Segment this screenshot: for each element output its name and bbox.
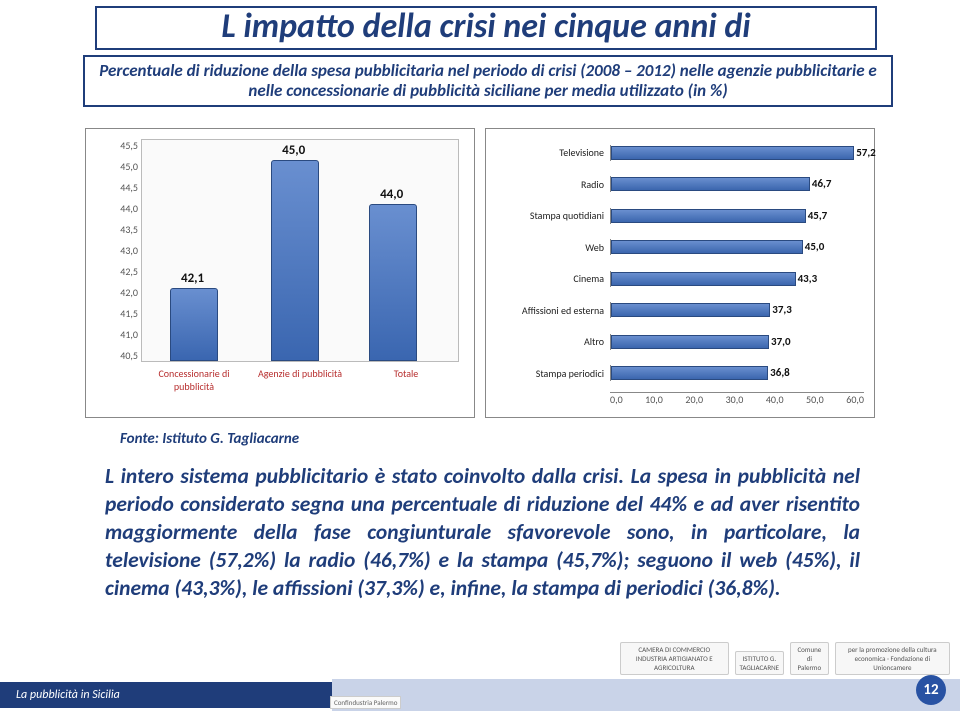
hbar-row: Radio 46,7 xyxy=(486,173,864,195)
hbar-fill xyxy=(611,303,770,317)
hbar-value-label: 36,8 xyxy=(770,365,790,381)
hbar-cat-label: Stampa periodici xyxy=(486,367,610,380)
hbar-cat-label: Stampa quotidiani xyxy=(486,209,610,222)
bar xyxy=(271,160,319,361)
logo-unioncamere: per la promozione della cultura economic… xyxy=(835,642,950,675)
bar xyxy=(170,288,218,361)
bar-cat: Totale xyxy=(353,365,459,413)
bar xyxy=(369,204,417,361)
hbar-row: Televisione57,2 xyxy=(486,142,864,164)
charts-area: 45,5 45,0 44,5 44,0 43,5 43,0 42,5 42,0 … xyxy=(85,128,875,418)
hbar-chart: Televisione57,2Radio46,7Stampa quotidian… xyxy=(485,128,875,418)
hbar-track: 46,7 xyxy=(610,176,864,192)
hbar-cat-label: Cinema xyxy=(486,272,610,285)
slide-subtitle: Percentuale di riduzione della spesa pub… xyxy=(91,61,885,101)
hbar-fill xyxy=(611,335,769,349)
hbar-row: Cinema 43,3 xyxy=(486,268,864,290)
hbar-cat-label: Radio xyxy=(486,178,610,191)
hbar-track: 37,3 xyxy=(610,302,864,318)
hbar-fill xyxy=(611,146,854,160)
hbar-fill xyxy=(611,272,796,286)
footer-bar: La pubblicità in Sicilia xyxy=(0,679,960,711)
footer-band xyxy=(332,679,960,711)
hbar-row: Stampa quotidiani 45,7 xyxy=(486,205,864,227)
hbar-cat-label: Altro xyxy=(486,335,610,348)
footer-label: La pubblicità in Sicilia xyxy=(0,682,332,708)
bar-value-label: 42,1 xyxy=(158,271,228,286)
hbar-row: Altro 37,0 xyxy=(486,331,864,353)
subtitle-box: Percentuale di riduzione della spesa pub… xyxy=(83,55,893,107)
bar-cat: Agenzie di pubblicità xyxy=(247,365,353,413)
bar-value-label: 45,0 xyxy=(259,143,329,158)
footer-logos: CAMERA DI COMMERCIO INDUSTRIA ARTIGIANAT… xyxy=(620,615,960,679)
logo-comune-palermo: Comune di Palermo xyxy=(790,642,829,675)
logo-tagliacarne: ISTITUTO G. TAGLIACARNE xyxy=(735,651,785,675)
hbar-fill xyxy=(611,240,803,254)
bar-chart-plot: 42,1 45,0 44,0 xyxy=(141,139,459,362)
logo-camera-commercio: CAMERA DI COMMERCIO INDUSTRIA ARTIGIANAT… xyxy=(620,642,729,675)
hbar-track: 45,0 xyxy=(610,239,864,255)
body-paragraph: L intero sistema pubblicitario è stato c… xyxy=(105,462,860,602)
hbar-track: 36,8 xyxy=(610,365,864,381)
hbar-value-label: 45,0 xyxy=(805,239,825,255)
hbar-row: Web 45,0 xyxy=(486,236,864,258)
hbar-value-label: 45,7 xyxy=(808,208,828,224)
source-label: Fonte: Istituto G. Tagliacarne xyxy=(120,430,299,448)
slide-title: L impatto della crisi nei cinque anni di xyxy=(101,8,871,46)
hbar-track: 43,3 xyxy=(610,271,864,287)
logo-confindustria: Confindustria Palermo xyxy=(330,696,401,709)
bar-chart: 45,5 45,0 44,5 44,0 43,5 43,0 42,5 42,0 … xyxy=(85,128,475,418)
hbar-value-label: 43,3 xyxy=(798,271,818,287)
hbar-value-label: 37,0 xyxy=(771,334,791,350)
hbar-track: 37,0 xyxy=(610,334,864,350)
hbar-xaxis: 0,0 10,0 20,0 30,0 40,0 50,0 60,0 xyxy=(610,392,864,411)
hbar-cat-label: Affissioni ed esterna xyxy=(486,304,610,317)
hbar-track: 45,7 xyxy=(610,208,864,224)
bar-chart-yaxis: 45,5 45,0 44,5 44,0 43,5 43,0 42,5 42,0 … xyxy=(94,139,138,362)
hbar-value-label: 57,2 xyxy=(856,145,876,161)
bar-chart-categories: Concessionarie di pubblicità Agenzie di … xyxy=(141,365,459,413)
hbar-value-label: 37,3 xyxy=(772,302,792,318)
hbar-cat-label: Televisione xyxy=(486,146,610,159)
slide: { "title": "L impatto della crisi nei ci… xyxy=(0,0,960,711)
page-number: 12 xyxy=(916,675,946,705)
hbar-value-label: 46,7 xyxy=(812,176,832,192)
hbar-fill xyxy=(611,366,768,380)
title-box: L impatto della crisi nei cinque anni di xyxy=(95,6,877,50)
hbar-fill xyxy=(611,209,806,223)
hbar-cat-label: Web xyxy=(486,241,610,254)
bar-cat: Concessionarie di pubblicità xyxy=(141,365,247,413)
hbar-row: Stampa periodici 36,8 xyxy=(486,362,864,384)
hbar-row: Affissioni ed esterna 37,3 xyxy=(486,299,864,321)
hbar-track: 57,2 xyxy=(610,145,864,161)
bar-value-label: 44,0 xyxy=(357,187,427,202)
hbar-fill xyxy=(611,177,810,191)
hbar-rows: Televisione57,2 Radio 46,7 Stampa quotidian… xyxy=(486,137,864,389)
